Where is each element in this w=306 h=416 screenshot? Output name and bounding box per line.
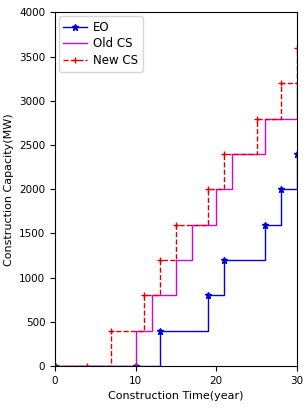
Line: Old CS: Old CS bbox=[55, 83, 297, 366]
Old CS bbox=[215, 187, 218, 192]
New CS bbox=[279, 81, 282, 86]
Old CS bbox=[230, 151, 234, 156]
Line: EO: EO bbox=[52, 151, 300, 369]
New CS bbox=[85, 364, 89, 369]
Old CS bbox=[53, 364, 57, 369]
New CS bbox=[142, 293, 146, 298]
New CS bbox=[295, 45, 299, 50]
EO bbox=[279, 187, 282, 192]
New CS bbox=[206, 187, 210, 192]
EO bbox=[263, 222, 267, 227]
Legend: EO, Old CS, New CS: EO, Old CS, New CS bbox=[59, 16, 143, 72]
New CS bbox=[158, 258, 162, 262]
Old CS bbox=[174, 258, 178, 262]
EO bbox=[53, 364, 57, 369]
EO bbox=[206, 293, 210, 298]
Old CS bbox=[134, 328, 137, 333]
EO bbox=[134, 364, 137, 369]
EO bbox=[222, 258, 226, 262]
Old CS bbox=[263, 116, 267, 121]
EO bbox=[295, 151, 299, 156]
New CS bbox=[174, 222, 178, 227]
New CS bbox=[255, 116, 258, 121]
Y-axis label: Construction Capacity(MW): Construction Capacity(MW) bbox=[4, 113, 13, 265]
Old CS bbox=[295, 81, 299, 86]
EO bbox=[158, 328, 162, 333]
X-axis label: Construction Time(year): Construction Time(year) bbox=[108, 391, 244, 401]
New CS bbox=[222, 151, 226, 156]
Line: New CS: New CS bbox=[52, 45, 300, 369]
Old CS bbox=[190, 222, 194, 227]
New CS bbox=[53, 364, 57, 369]
Old CS bbox=[150, 293, 154, 298]
Old CS bbox=[118, 364, 121, 369]
New CS bbox=[110, 328, 113, 333]
